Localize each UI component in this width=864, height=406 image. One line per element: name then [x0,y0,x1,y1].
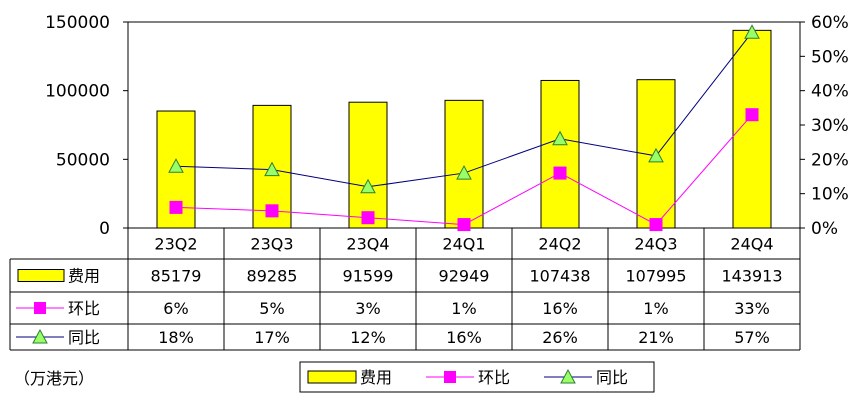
left-tick-label: 100000 [45,82,110,102]
left-tick-label: 150000 [45,13,110,33]
legend-label: 环比 [478,368,510,387]
table-row-header: 费用 [68,267,100,286]
category-label: 23Q2 [154,235,197,254]
bar-23Q4 [348,101,388,229]
category-label: 23Q3 [250,235,293,254]
table-cell: 57% [734,328,770,347]
legend-key-bar [307,370,357,384]
right-axis: 0% 10% 20% 30% 40% 50% 60% [800,13,849,239]
left-axis: 0 50000 100000 150000 [45,13,128,239]
right-tick-label: 40% [811,82,849,102]
table-cell: 107438 [529,267,590,286]
left-tick-label: 50000 [56,150,110,170]
point-huanbi-24Q2 [553,166,567,180]
table-cell: 3% [355,299,380,318]
table-cell: 18% [158,328,194,347]
legend-key-marker [444,371,456,383]
bar-24Q1 [444,99,484,229]
table-key-marker [34,302,46,314]
table-cell: 89285 [247,267,298,286]
point-tongbi-24Q2 [552,130,568,146]
table-cell: 1% [643,299,668,318]
table-cell: 85179 [151,267,202,286]
legend-label: 同比 [596,368,628,387]
category-label: 24Q4 [730,235,773,254]
table-cell: 17% [254,328,290,347]
table-row-header: 环比 [68,299,100,318]
category-label: 24Q3 [634,235,677,254]
table-cell: 92949 [439,267,490,286]
table-cell: 1% [451,299,476,318]
point-tongbi-24Q1 [456,165,472,180]
table-cell: 12% [350,328,386,347]
unit-note-group: （万港元） [14,369,94,388]
category-label: 24Q1 [442,235,485,254]
point-tongbi-23Q3 [264,161,280,177]
point-huanbi-24Q3 [649,218,663,232]
right-tick-label: 0% [811,219,838,239]
table-row-header: 同比 [68,328,100,347]
right-tick-label: 20% [811,150,849,170]
legend-key-marker [560,368,576,384]
legend-box [299,361,655,393]
point-huanbi-24Q1 [457,218,471,232]
legend: 费用 环比 同比 [299,361,655,393]
table-cell: 16% [542,299,578,318]
line-series [168,24,760,232]
table-cell: 26% [542,328,578,347]
point-tongbi-24Q4 [744,24,760,39]
point-tongbi-23Q2 [168,158,184,173]
table-cell: 33% [734,299,770,318]
right-tick-label: 10% [811,185,849,205]
unit-note: （万港元） [14,369,94,388]
bar-24Q2 [540,79,580,229]
table-key-marker [32,328,48,344]
right-tick-label: 60% [811,13,849,33]
legend-label: 费用 [360,368,392,387]
left-tick-label: 0 [99,219,110,239]
category-label: 24Q2 [538,235,581,254]
table-cell: 6% [163,299,188,318]
table-cell: 21% [638,328,674,347]
table-cell: 91599 [343,267,394,286]
right-tick-label: 50% [811,47,849,67]
point-tongbi-24Q3 [648,147,664,163]
point-huanbi-23Q3 [265,204,279,218]
table-cell: 143913 [721,267,782,286]
point-huanbi-24Q4 [745,108,759,122]
right-tick-label: 30% [811,116,849,136]
category-label: 23Q4 [346,235,389,254]
point-tongbi-23Q4 [360,178,376,194]
point-huanbi-23Q4 [361,211,375,225]
data-table: 23Q2 23Q3 23Q4 24Q1 24Q2 24Q3 24Q4 费用 85179 89285… [9,228,801,351]
bar-series [156,29,772,229]
table-cell: 16% [446,328,482,347]
table-cell: 107995 [625,267,686,286]
table-cell: 5% [259,299,284,318]
table-key-bar [17,269,65,282]
point-huanbi-23Q2 [169,200,183,214]
